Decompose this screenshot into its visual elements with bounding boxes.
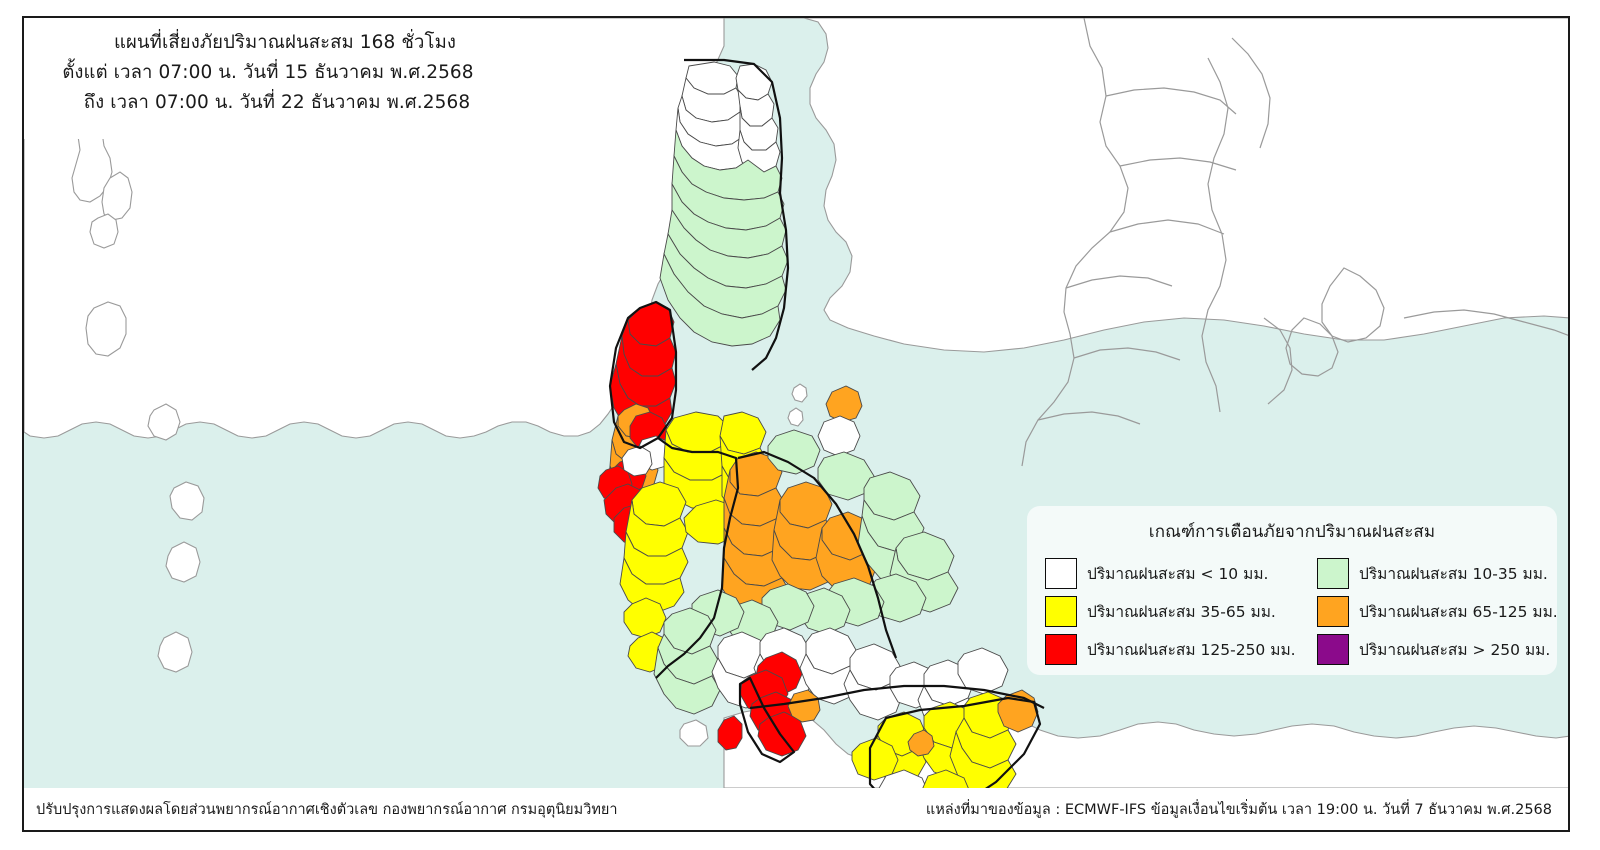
district-satun-orange[interactable] — [787, 689, 821, 723]
footer-right-text: แหล่งที่มาของข้อมูล : ECMWF-IFS ข้อมูลเง… — [925, 801, 1552, 818]
district-chumphon-6[interactable] — [659, 252, 781, 347]
district-narathiwat-6[interactable] — [922, 769, 970, 788]
district-yala-orange-small[interactable] — [907, 729, 935, 757]
legend-item-65-125[interactable]: ปริมาณฝนสะสม 65-125 มม. — [1317, 592, 1568, 630]
district-trang-yellow-1[interactable] — [619, 556, 685, 613]
legend-swatch-gt250 — [1317, 633, 1349, 665]
thai-peninsula-districts[interactable] — [597, 58, 1045, 788]
legend-item-10-35[interactable]: ปริมาณฝนสะสม 10-35 มม. — [1317, 554, 1568, 592]
district-trang-green-2[interactable] — [653, 646, 721, 715]
province-boundaries — [608, 58, 1045, 788]
legend-label-65-125: ปริมาณฝนสะสม 65-125 มม. — [1359, 602, 1558, 621]
district-narathiwat-white-1[interactable] — [878, 769, 928, 788]
legend-swatch-125-250 — [1045, 633, 1077, 665]
legend-swatch-35-65 — [1045, 595, 1077, 627]
nicobar-islands — [147, 403, 205, 673]
legend-label-125-250: ปริมาณฝนสะสม 125-250 มม. — [1087, 640, 1296, 659]
legend-item-gt250[interactable]: ปริมาณฝนสะสม > 250 มม. — [1317, 630, 1568, 668]
island-ko-phangan[interactable] — [825, 385, 863, 423]
islet-group-1 — [791, 383, 808, 403]
district-songkhla-4[interactable] — [843, 668, 903, 721]
legend-swatch-65-125 — [1317, 595, 1349, 627]
legend-item-35-65[interactable]: ปริมาณฝนสะสม 35-65 มม. — [1045, 592, 1317, 630]
footer-left-text: ปรับปรุงการแสดงผลโดยส่วนพยากรณ์อากาศเชิง… — [36, 801, 618, 818]
title-line-2: ตั้งแต่ เวลา 07:00 น. วันที่ 15 ธันวาคม … — [62, 62, 474, 83]
district-white-pocket-2[interactable] — [621, 445, 653, 477]
district-pattani-3[interactable] — [957, 647, 1009, 695]
footer-bar: ปรับปรุงการแสดงผลโดยส่วนพยากรณ์อากาศเชิง… — [24, 788, 1568, 830]
island-ko-tarutao[interactable] — [717, 715, 743, 751]
legend-swatch-10-35 — [1317, 557, 1349, 589]
legend-item-lt10[interactable]: ปริมาณฝนสะสม < 10 มม. — [1045, 554, 1317, 592]
legend-label-lt10: ปริมาณฝนสะสม < 10 มม. — [1087, 564, 1269, 583]
map-area[interactable]: .nb { fill:#ffffff; stroke:#9a9a9a; stro… — [24, 18, 1568, 788]
map-frame: .nb { fill:#ffffff; stroke:#9a9a9a; stro… — [22, 16, 1570, 832]
district-yala-3[interactable] — [851, 737, 899, 781]
title-card: แผนที่เสี่ยงภัยปริมาณฝนสะสม 168 ชั่วโมง … — [24, 18, 520, 139]
district-nakhon-orange-2[interactable] — [815, 527, 877, 593]
district-narathiwat-5[interactable] — [949, 730, 1017, 788]
legend-items: ปริมาณฝนสะสม < 10 มม. ปริมาณฝนสะสม 10-35… — [1027, 554, 1558, 668]
legend-label-35-65: ปริมาณฝนสะสม 35-65 มม. — [1087, 602, 1276, 621]
legend-swatch-lt10 — [1045, 557, 1077, 589]
title-line-1: แผนที่เสี่ยงภัยปริมาณฝนสะสม 168 ชั่วโมง — [113, 32, 457, 53]
legend-label-gt250: ปริมาณฝนสะสม > 250 มม. — [1359, 640, 1551, 659]
legend-heading: เกณฑ์การเตือนภัยจากปริมาณฝนสะสม — [1148, 522, 1436, 542]
island-ko-samui[interactable] — [817, 415, 861, 457]
gulf-sea-shape — [842, 18, 1568, 348]
title-line-3: ถึง เวลา 07:00 น. วันที่ 22 ธันวาคม พ.ศ.… — [83, 92, 471, 113]
legend-item-125-250[interactable]: ปริมาณฝนสะสม 125-250 มม. — [1045, 630, 1317, 668]
legend-card: เกณฑ์การเตือนภัยจากปริมาณฝนสะสม ปริมาณฝน… — [1027, 506, 1558, 675]
islet-group-2 — [787, 407, 804, 427]
islet-satun-1 — [679, 719, 709, 747]
district-nakhon-green-2[interactable] — [817, 451, 875, 501]
neighbour-country-outlines — [1021, 18, 1568, 467]
district-nakhon-green-1[interactable] — [767, 429, 821, 475]
legend-label-10-35: ปริมาณฝนสะสม 10-35 มม. — [1359, 564, 1548, 583]
